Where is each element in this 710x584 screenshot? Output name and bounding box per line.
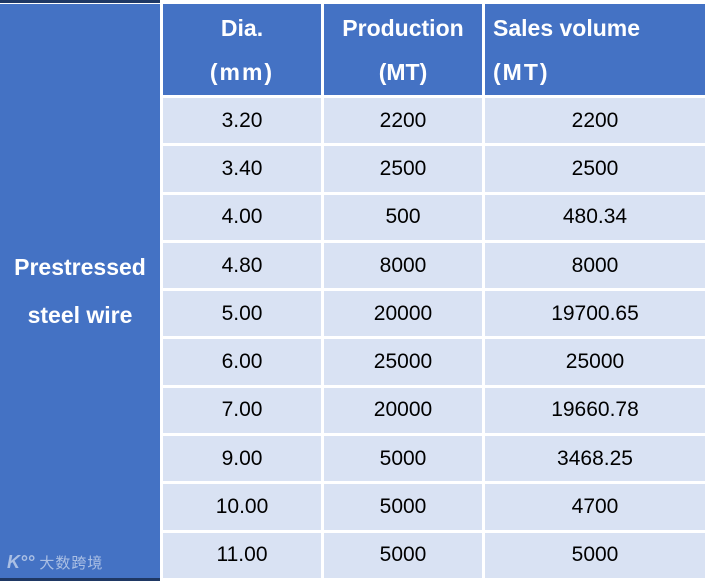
dia-cell: 4.00	[163, 194, 321, 240]
sales-cell: 2200	[485, 98, 705, 144]
sales-cell: 2500	[485, 146, 705, 192]
header-sales-unit: (MT)	[493, 58, 550, 85]
sales-cell: 5000	[485, 532, 705, 578]
production-cell: 500	[324, 194, 482, 240]
production-cell: 2200	[324, 98, 482, 144]
header-production-title: Production	[342, 14, 464, 41]
dia-cell: 6.00	[163, 339, 321, 385]
dia-cell: 9.00	[163, 436, 321, 482]
production-cell: 25000	[324, 339, 482, 385]
product-data-table: Prestressed steel wire Dia. (mm) Product…	[0, 4, 705, 578]
dia-cell: 3.40	[163, 146, 321, 192]
dia-cell: 11.00	[163, 532, 321, 578]
sales-cell: 8000	[485, 242, 705, 289]
dia-cell: 3.20	[163, 98, 321, 144]
sales-cell: 480.34	[485, 194, 705, 240]
group-label-line1: Prestressed	[14, 253, 146, 280]
dia-cell: 5.00	[163, 291, 321, 337]
header-dia-title: Dia.	[220, 14, 264, 41]
header-production: Production (MT)	[324, 4, 482, 95]
group-cell-top-border	[0, 0, 160, 3]
production-cell: 2500	[324, 146, 482, 192]
dia-cell: 10.00	[163, 484, 321, 530]
group-cell-bottom-border	[0, 578, 160, 581]
header-sales-title: Sales volume	[493, 14, 641, 41]
production-cell: 5000	[324, 484, 482, 530]
dia-cell: 7.00	[163, 387, 321, 434]
header-production-unit: (MT)	[378, 58, 428, 85]
production-cell: 20000	[324, 291, 482, 337]
row-group-label: Prestressed steel wire	[0, 4, 160, 578]
production-cell: 8000	[324, 242, 482, 289]
production-cell: 20000	[324, 387, 482, 434]
group-label-line2: steel wire	[27, 301, 133, 328]
sales-cell: 25000	[485, 339, 705, 385]
dia-cell: 4.80	[163, 242, 321, 289]
sales-cell: 4700	[485, 484, 705, 530]
sales-cell: 19700.65	[485, 291, 705, 337]
header-dia: Dia. (mm)	[163, 4, 321, 95]
production-cell: 5000	[324, 532, 482, 578]
sales-cell: 19660.78	[485, 387, 705, 434]
sales-cell: 3468.25	[485, 436, 705, 482]
header-dia-unit: (mm)	[209, 58, 275, 85]
header-sales-volume: Sales volume (MT)	[485, 4, 705, 95]
production-cell: 5000	[324, 436, 482, 482]
